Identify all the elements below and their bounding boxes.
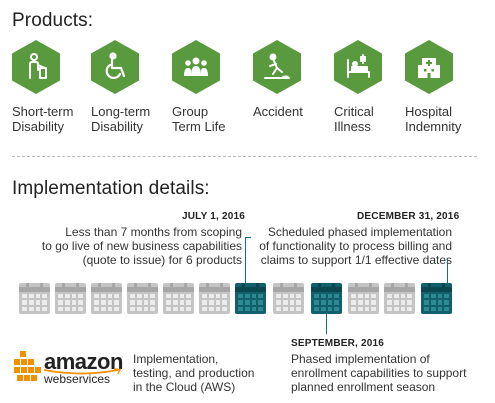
leader-line-december — [447, 258, 448, 283]
products-heading: Products: — [12, 10, 94, 31]
product-hex — [334, 40, 382, 94]
product-hex — [12, 40, 60, 94]
section-divider — [12, 156, 477, 157]
product-hex — [91, 40, 139, 94]
milestone-july-date: JULY 1, 2016 — [182, 211, 246, 222]
product-hex — [405, 40, 453, 94]
aws-logo: amazon webservices — [12, 347, 130, 387]
calendar-month-3 — [91, 283, 122, 314]
leader-line-july — [245, 237, 246, 283]
product-label: Short-term Disability — [12, 104, 74, 134]
product-label: Group Term Life — [172, 104, 226, 134]
product-short-term-disability: Short-term Disability — [12, 40, 102, 134]
wheelchair-icon — [105, 52, 126, 79]
product-long-term-disability: Long-term Disability — [91, 40, 181, 134]
hospital-bed-icon — [347, 54, 370, 78]
aws-cubes-icon — [14, 351, 41, 381]
product-label: Hospital Indemnity — [405, 104, 462, 134]
product-label: Long-term Disability — [91, 104, 151, 134]
leader-line-september — [326, 314, 327, 334]
milestone-september-date: SEPTEMBER, 2016 — [291, 338, 385, 349]
calendar-month-6 — [199, 283, 230, 314]
calendar-month-11 — [384, 283, 415, 314]
calendar-month-5 — [163, 283, 194, 314]
calendar-month-1 — [19, 283, 50, 314]
group-icon — [184, 57, 208, 76]
slip-accident-icon — [264, 53, 290, 79]
leader-line-july-top — [245, 237, 251, 238]
aws-smile-icon — [43, 368, 122, 375]
product-hospital-indemnity: Hospital Indemnity — [405, 40, 495, 134]
milestone-december-date: DECEMBER 31, 2016 — [357, 211, 460, 222]
milestone-september-description: Phased implementation of enrollment capa… — [291, 352, 467, 394]
hospital-building-icon — [418, 58, 440, 78]
aws-description: Implementation, testing, and production … — [133, 352, 255, 394]
calendar-month-9-highlighted — [311, 283, 342, 314]
product-critical-illness: Critical Illness — [334, 40, 424, 134]
aws-logo-word: amazon — [44, 349, 123, 374]
product-accident: Accident — [253, 40, 343, 119]
calendar-month-12-highlighted — [421, 283, 452, 314]
product-label: Critical Illness — [334, 104, 374, 134]
calendar-month-2 — [55, 283, 86, 314]
product-hex — [172, 40, 220, 94]
product-group-term-life: Group Term Life — [172, 40, 262, 134]
calendar-month-8 — [273, 283, 304, 314]
aws-logo-sub: webservices — [44, 372, 111, 386]
milestone-december-description: Scheduled phased implementation of funct… — [259, 225, 452, 267]
calendar-month-10 — [348, 283, 379, 314]
calendar-month-4 — [127, 283, 158, 314]
milestone-july-description: Less than 7 months from scoping to go li… — [41, 225, 242, 267]
person-cast-icon — [29, 53, 47, 79]
product-hex — [253, 40, 301, 94]
calendar-month-7-highlighted — [235, 283, 266, 314]
product-label: Accident — [253, 104, 303, 119]
implementation-heading: Implementation details: — [12, 178, 210, 199]
